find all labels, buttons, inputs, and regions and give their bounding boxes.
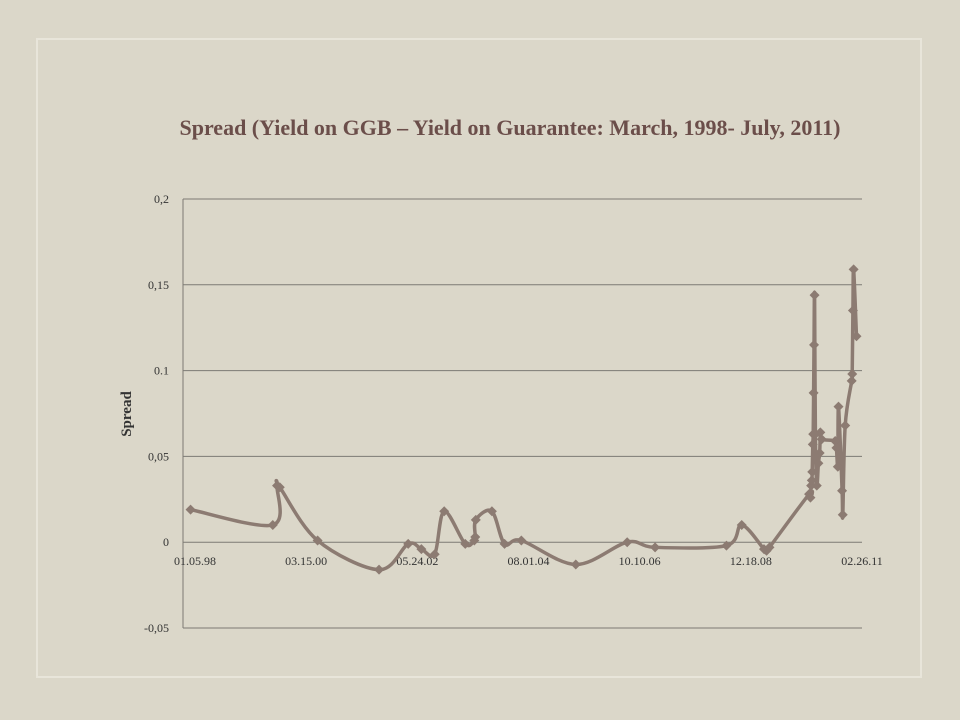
data-point [814, 447, 825, 458]
x-tick-label: 03.15.00 [285, 554, 327, 568]
y-tick-label: 0,05 [148, 449, 169, 463]
data-point [429, 549, 440, 560]
data-point [805, 492, 816, 503]
x-tick-label: 01.05.98 [174, 554, 216, 568]
grid-lines [182, 198, 862, 629]
data-point [832, 461, 843, 472]
data-point [650, 542, 661, 553]
y-tick-label: 0.1 [154, 364, 169, 378]
x-tick-label: 05.24.02 [396, 554, 438, 568]
y-tick-label: 0,15 [148, 278, 169, 292]
data-point [764, 542, 775, 553]
data-point [815, 427, 826, 438]
data-point [837, 509, 848, 520]
x-tick-labels: 01.05.98 03.15.00 05.24.02 08.01.04 10.10.06… [174, 554, 883, 568]
x-tick-label: 08.01.04 [508, 554, 550, 568]
data-point [312, 535, 323, 546]
data-point [840, 420, 851, 431]
data-point [837, 485, 848, 496]
data-point [808, 387, 819, 398]
data-point [830, 435, 841, 446]
x-tick-label: 10.10.06 [619, 554, 661, 568]
data-point [570, 559, 581, 570]
data-point [416, 544, 427, 555]
data-point [185, 504, 196, 515]
data-point [486, 506, 497, 517]
y-tick-labels: -0,05 0 0,05 0.1 0,15 0,2 [144, 192, 169, 635]
data-point [721, 540, 732, 551]
data-point [274, 482, 285, 493]
x-tick-label: 12.18.08 [730, 554, 772, 568]
data-point [374, 564, 385, 575]
data-point [460, 538, 471, 549]
data-point [499, 538, 510, 549]
data-point [833, 401, 844, 412]
data-point [847, 369, 858, 380]
series-spread [185, 264, 862, 575]
x-tick-label: 02.26.11 [841, 554, 883, 568]
data-point [831, 442, 842, 453]
data-point [811, 480, 822, 491]
y-tick-label: 0 [163, 535, 169, 549]
y-tick-label: 0,2 [154, 192, 169, 206]
data-point [807, 439, 818, 450]
y-axis-label: Spread [119, 391, 135, 437]
data-point [848, 264, 859, 275]
data-point [736, 520, 747, 531]
data-point [439, 506, 450, 517]
data-point [807, 466, 818, 477]
data-point [851, 331, 862, 342]
data-point [470, 514, 481, 525]
data-point [267, 520, 278, 531]
chart-title: Spread (Yield on GGB – Yield on Guarante… [179, 115, 841, 140]
data-point [809, 339, 820, 350]
data-point [846, 375, 857, 386]
data-point [622, 537, 633, 548]
data-point [809, 290, 820, 301]
data-point [470, 532, 481, 543]
data-point [847, 305, 858, 316]
series-line [190, 267, 859, 572]
y-tick-label: -0,05 [144, 621, 169, 635]
data-point [816, 434, 827, 445]
data-point [806, 475, 817, 486]
slide-frame [36, 38, 922, 678]
data-point [516, 535, 527, 546]
data-point [813, 458, 824, 469]
data-point [403, 538, 414, 549]
